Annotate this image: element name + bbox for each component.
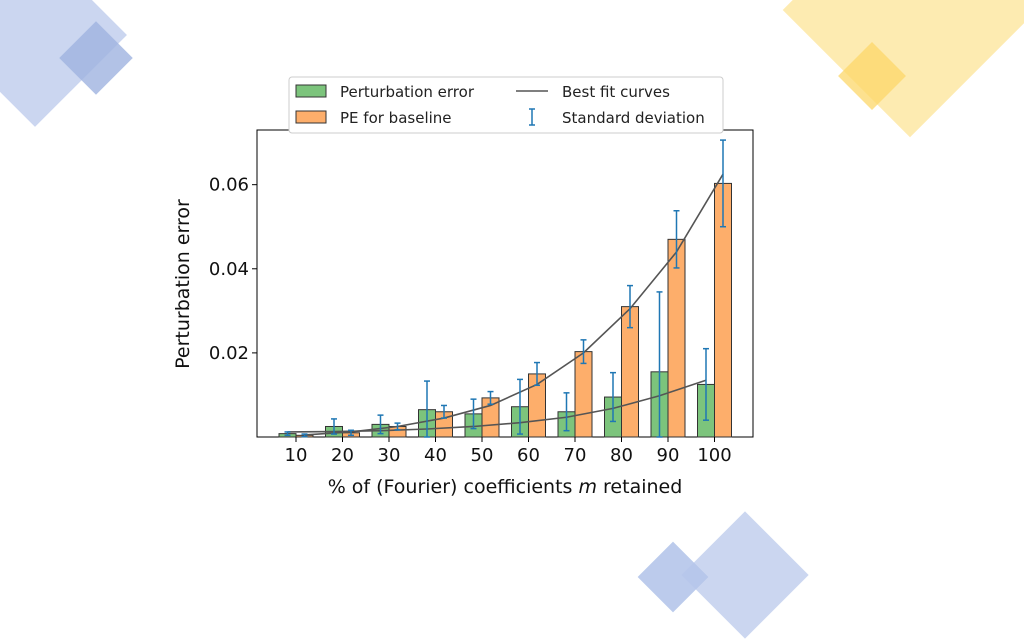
y-tick-label-0.02: 0.02: [209, 343, 249, 364]
y-tick-label-0.06: 0.06: [209, 175, 249, 196]
bar-baseline-90: [667, 238, 686, 438]
fit-curve-baseline: [304, 173, 724, 436]
error-bar-baseline-80: [627, 284, 633, 329]
x-tick-label-80: 80: [610, 445, 633, 466]
error-bar-baseline-70: [580, 339, 587, 365]
x-tick-label-70: 70: [564, 445, 587, 466]
legend-label-perturbation-error: Perturbation error: [340, 83, 475, 101]
x-tick-label-60: 60: [517, 445, 540, 466]
chart: 10 20 30 40 50 60 70 80 90 100 0.02 0.04 0.06 % of …: [172, 76, 754, 498]
error-bar-perturbation-error-30: [377, 414, 384, 435]
x-tick-label-100: 100: [697, 445, 731, 466]
x-axis-label-var: m: [578, 476, 597, 498]
legend-swatch-std: [529, 108, 535, 126]
error-bar-perturbation-error-70: [563, 392, 570, 432]
legend-swatch-perturbation-error: [295, 84, 327, 98]
x-tick-label-90: 90: [657, 445, 680, 466]
legend: Perturbation error PE for baseline Best …: [288, 76, 724, 134]
x-tick-label-50: 50: [471, 445, 494, 466]
error-bar-baseline-20: [348, 429, 354, 437]
fit-curves-layer: [287, 173, 724, 436]
error-bar-baseline-40: [441, 404, 447, 419]
legend-swatch-baseline: [295, 110, 327, 124]
error-bar-baseline-60: [534, 361, 540, 387]
x-ticks: 10 20 30 40 50 60 70 80 90 100: [285, 437, 732, 466]
x-axis-label-suffix: retained: [597, 476, 682, 498]
x-tick-label-20: 20: [331, 445, 354, 466]
error-bar-perturbation-error-50: [470, 398, 477, 430]
error-bar-perturbation-error-10: [284, 431, 291, 437]
error-bar-baseline-100: [720, 139, 726, 228]
error-bar-perturbation-error-60: [517, 378, 523, 435]
legend-label-std: Standard deviation: [562, 109, 705, 127]
error-bar-baseline-10: [301, 433, 308, 438]
error-bar-baseline-30: [394, 422, 401, 431]
error-bar-baseline-90: [673, 209, 680, 269]
legend-label-baseline: PE for baseline: [340, 109, 452, 127]
error-bar-perturbation-error-40: [424, 380, 430, 438]
error-bar-perturbation-error-80: [610, 371, 616, 423]
x-tick-label-40: 40: [424, 445, 447, 466]
x-tick-label-10: 10: [285, 445, 308, 466]
error-bar-perturbation-error-100: [703, 347, 709, 421]
legend-box: [288, 76, 724, 134]
error-bar-perturbation-error-90: [656, 291, 663, 438]
y-axis-label: Perturbation error: [172, 199, 194, 369]
legend-label-fit-curve: Best fit curves: [562, 83, 670, 101]
y-ticks: 0.02 0.04 0.06: [209, 175, 257, 364]
error-bars-layer: [284, 139, 726, 438]
x-axis-label: % of (Fourier) coefficients m retained: [328, 476, 683, 498]
x-tick-label-30: 30: [378, 445, 401, 466]
y-tick-label-0.04: 0.04: [209, 259, 249, 280]
bar-baseline-70: [574, 351, 593, 438]
error-bar-perturbation-error-20: [331, 418, 337, 435]
error-bar-baseline-50: [487, 390, 494, 405]
x-axis-label-prefix: % of (Fourier) coefficients: [328, 476, 579, 498]
